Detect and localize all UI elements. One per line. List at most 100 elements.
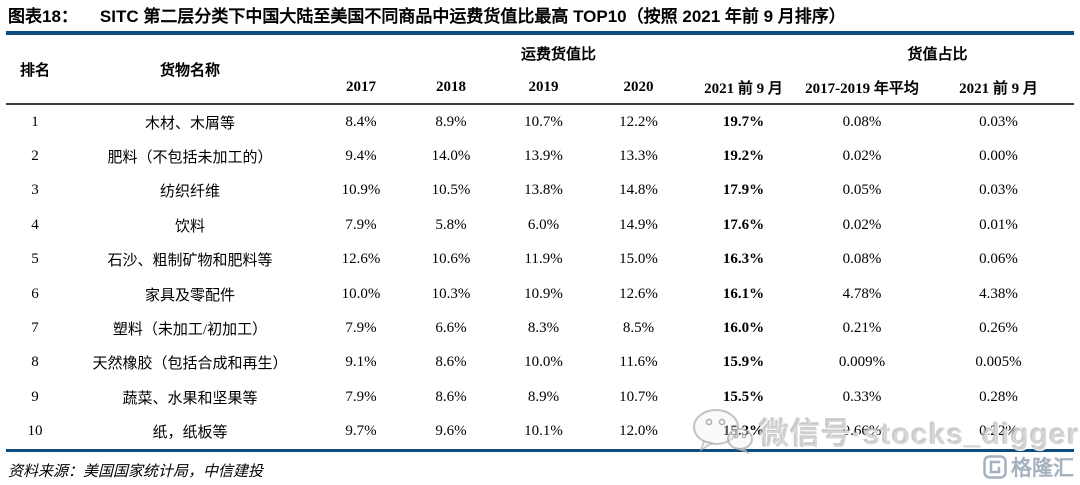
cell-share_2021: 0.03%	[979, 113, 1018, 130]
cell-name: 饮料	[174, 218, 205, 235]
cell-y2020: 14.9%	[619, 216, 658, 233]
cell-y2021: 19.2%	[722, 148, 765, 165]
cell-y2020: 13.3%	[619, 148, 658, 165]
cell-avg_2017_2019: 0.21%	[842, 320, 882, 337]
cell-share_2021: 0.26%	[979, 320, 1018, 337]
cell-y2018: 8.9%	[435, 113, 467, 130]
header-2018: 2018	[436, 78, 466, 95]
cell-avg_2017_2019: 0.05%	[842, 182, 882, 199]
figure-title: 图表18： SITC 第二层分类下中国大陆至美国不同商品中运费货值比最高 TOP…	[0, 0, 1080, 30]
cell-y2019: 10.0%	[524, 354, 563, 371]
cell-name: 塑料（未加工/初加工）	[112, 322, 268, 339]
cell-y2020: 11.6%	[619, 354, 658, 371]
cell-y2021: 16.1%	[722, 285, 765, 302]
cell-share_2021: 0.06%	[979, 251, 1018, 268]
cell-rank: 4	[31, 216, 39, 233]
cell-share_2021: 4.38%	[979, 285, 1018, 302]
cell-y2017: 9.7%	[345, 423, 377, 440]
cell-y2021: 15.9%	[722, 354, 765, 371]
cell-y2020: 12.6%	[619, 285, 658, 302]
cell-y2019: 10.1%	[524, 423, 563, 440]
cell-y2021: 16.0%	[722, 320, 765, 337]
cell-y2019: 10.7%	[524, 113, 563, 130]
cell-name: 家具及零配件	[144, 287, 235, 304]
cell-name: 木材、木屑等	[144, 115, 235, 132]
cell-y2019: 6.0%	[527, 216, 560, 233]
header-group-row: 排名 货物名称 运费货值比 货值占比	[6, 35, 1074, 79]
gelonghui-icon	[983, 455, 1007, 479]
cell-y2020: 12.2%	[619, 113, 658, 130]
header-rank: 排名	[19, 61, 50, 79]
cell-y2018: 10.6%	[431, 251, 471, 268]
table-row: 8 天然橡胶（包括合成和再生） 9.1% 8.6% 10.0% 11.6% 15.9% 0.0…	[6, 346, 1074, 380]
header-2017: 2017	[346, 78, 376, 95]
cell-y2018: 5.8%	[435, 216, 467, 233]
cell-avg_2017_2019: 0.08%	[842, 113, 882, 130]
cell-share_2021: 0.28%	[979, 388, 1018, 405]
cell-y2018: 6.6%	[435, 320, 467, 337]
table-row: 3 纺织纤维 10.9% 10.5% 13.8% 14.8% 17.9% 0.05% 0.03%	[6, 174, 1074, 208]
cell-y2021: 17.9%	[722, 182, 765, 199]
cell-name: 纺织纤维	[159, 184, 220, 201]
cell-y2017: 12.6%	[341, 251, 381, 268]
table-row: 5 石沙、粗制矿物和肥料等 12.6% 10.6% 11.9% 15.0% 16.3% 0.0…	[6, 243, 1074, 277]
cell-y2020: 12.0%	[619, 423, 658, 440]
cell-y2018: 10.5%	[431, 182, 471, 199]
table-row: 2 肥料（不包括未加工的） 9.4% 14.0% 13.9% 13.3% 19.2% 0.02…	[6, 139, 1074, 173]
figure-title-text: SITC 第二层分类下中国大陆至美国不同商品中运费货值比最高 TOP10（按照 …	[99, 7, 846, 26]
cell-y2018: 9.6%	[435, 423, 467, 440]
cell-rank: 1	[31, 113, 39, 130]
cell-rank: 3	[31, 182, 39, 199]
cell-name: 肥料（不包括未加工的）	[107, 150, 273, 167]
cell-y2020: 8.5%	[622, 320, 655, 337]
cell-name: 蔬菜、水果和坚果等	[122, 390, 258, 407]
cell-y2018: 10.3%	[431, 285, 471, 302]
cell-y2021: 15.5%	[722, 388, 765, 405]
table-row: 1 木材、木屑等 8.4% 8.9% 10.7% 12.2% 19.7% 0.08% 0.03%	[6, 104, 1074, 139]
cell-y2017: 10.0%	[341, 285, 381, 302]
header-2021-first9m: 2021 前 9 月	[704, 80, 783, 97]
cell-y2018: 8.6%	[435, 354, 467, 371]
cell-avg_2017_2019: 0.02%	[842, 216, 882, 233]
cell-avg_2017_2019: 0.02%	[842, 148, 882, 165]
header-sub-row: 2017 2018 2019 2020 2021 前 9 月 2017-2019…	[6, 71, 1074, 104]
cell-rank: 7	[31, 320, 39, 337]
cell-y2020: 14.8%	[619, 182, 658, 199]
cell-y2019: 8.3%	[527, 320, 560, 337]
cell-share_2021: 0.00%	[979, 148, 1018, 165]
cell-rank: 6	[31, 285, 39, 302]
cell-avg_2017_2019: 0.009%	[838, 354, 886, 371]
brand-logo-text: 格隆汇	[1011, 457, 1074, 480]
cell-y2019: 11.9%	[524, 251, 563, 268]
cell-y2021: 15.3%	[722, 423, 765, 440]
cell-name: 纸，纸板等	[152, 425, 228, 442]
bottom-divider	[6, 448, 1074, 452]
cell-rank: 2	[31, 148, 39, 165]
cell-share_2021: 0.01%	[979, 216, 1018, 233]
figure-number-label: 图表18：	[8, 7, 78, 26]
cell-rank: 5	[31, 251, 39, 268]
cell-y2018: 14.0%	[431, 148, 471, 165]
cell-avg_2017_2019: 0.66%	[842, 423, 882, 440]
table-row: 10 纸，纸板等 9.7% 9.6% 10.1% 12.0% 15.3% 0.66% 0.22%	[6, 415, 1074, 449]
cell-y2017: 10.9%	[341, 182, 381, 199]
top-divider	[6, 31, 1074, 35]
table-row: 4 饮料 7.9% 5.8% 6.0% 14.9% 17.6% 0.02% 0.01%	[6, 208, 1074, 242]
cell-y2019: 10.9%	[524, 285, 563, 302]
brand-logo: 格隆汇	[983, 452, 1074, 482]
cell-share_2021: 0.22%	[979, 423, 1018, 440]
cell-y2020: 10.7%	[619, 388, 658, 405]
table-row: 6 家具及零配件 10.0% 10.3% 10.9% 12.6% 16.1% 4.78% 4.3…	[6, 277, 1074, 311]
cell-y2020: 15.0%	[619, 251, 658, 268]
cell-rank: 10	[27, 423, 43, 440]
cell-y2017: 7.9%	[345, 320, 377, 337]
header-2017-2019-avg: 2017-2019 年平均	[805, 80, 919, 97]
cell-y2017: 9.1%	[345, 354, 377, 371]
header-2021-first9m-share: 2021 前 9 月	[959, 80, 1038, 97]
table-row: 7 塑料（未加工/初加工） 7.9% 6.6% 8.3% 8.5% 16.0% 0.21% 0.…	[6, 311, 1074, 345]
table-header: 排名 货物名称 运费货值比 货值占比 2017 2018 2019 2020 2…	[6, 35, 1075, 104]
cell-y2019: 13.9%	[524, 148, 563, 165]
cell-share_2021: 0.03%	[979, 182, 1018, 199]
cell-y2019: 8.9%	[527, 388, 560, 405]
